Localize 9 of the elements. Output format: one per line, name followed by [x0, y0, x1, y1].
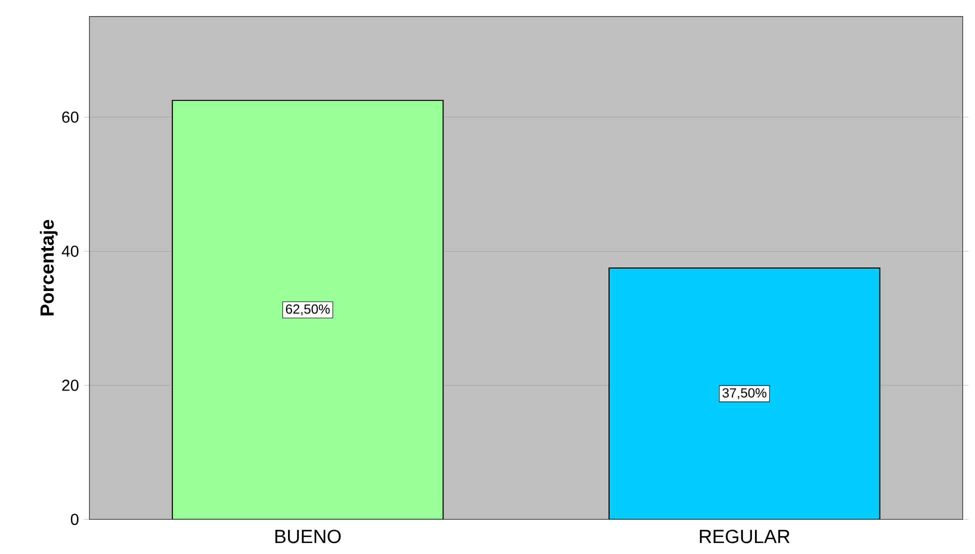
- y-tick-label: 60: [62, 112, 78, 123]
- y-tick-label: 0: [70, 514, 78, 526]
- data-label: 37,50%: [722, 388, 766, 400]
- y-tick-label: 40: [62, 246, 78, 257]
- y-tick-label: 20: [62, 380, 78, 392]
- y-axis-title: Porcentaje: [40, 220, 58, 316]
- data-label: 62,50%: [286, 304, 330, 316]
- x-tick-label: REGULAR: [700, 530, 790, 544]
- x-tick-label: BUENO: [275, 530, 341, 544]
